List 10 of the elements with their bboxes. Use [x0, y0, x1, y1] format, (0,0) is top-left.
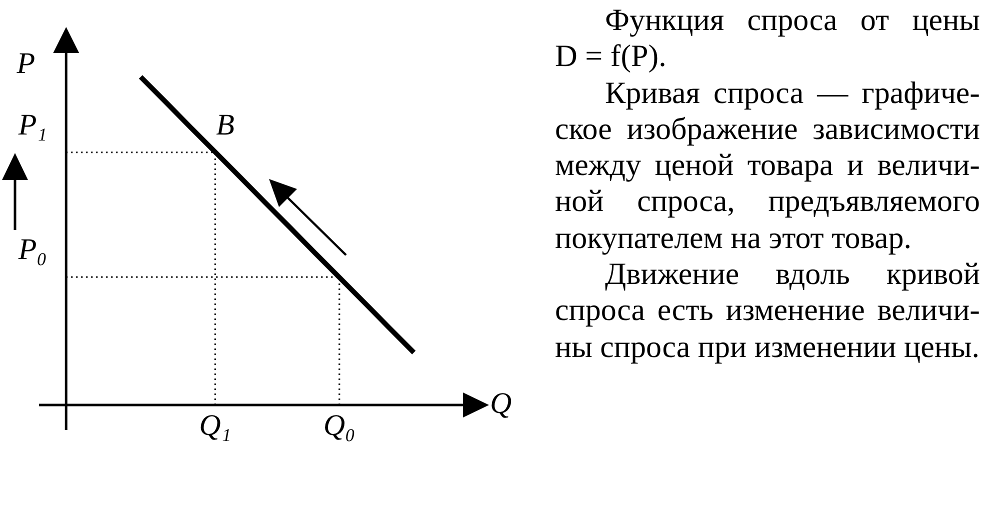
ref-line-label: P₁ [17, 108, 48, 142]
x-tick-label: Q₁ [199, 408, 232, 442]
x-tick-label: Q₀ [323, 408, 356, 442]
ref-line-label: P₀ [17, 233, 48, 266]
text: Движение вдоль кривой спроса есть изменение величи- ны спроса при изменении цены. [555, 256, 980, 365]
y-axis-title: P [16, 47, 36, 80]
x-axis-title: Q [490, 387, 512, 420]
text: Кривая спроса — графиче- ское изображение зависимости между ценой товара и величи- ной спроса, предъявляемого покупателем на этот товар. [555, 74, 980, 256]
annotation: B [216, 108, 234, 142]
text: Функция спроса от цены D = f(P). [555, 2, 980, 75]
